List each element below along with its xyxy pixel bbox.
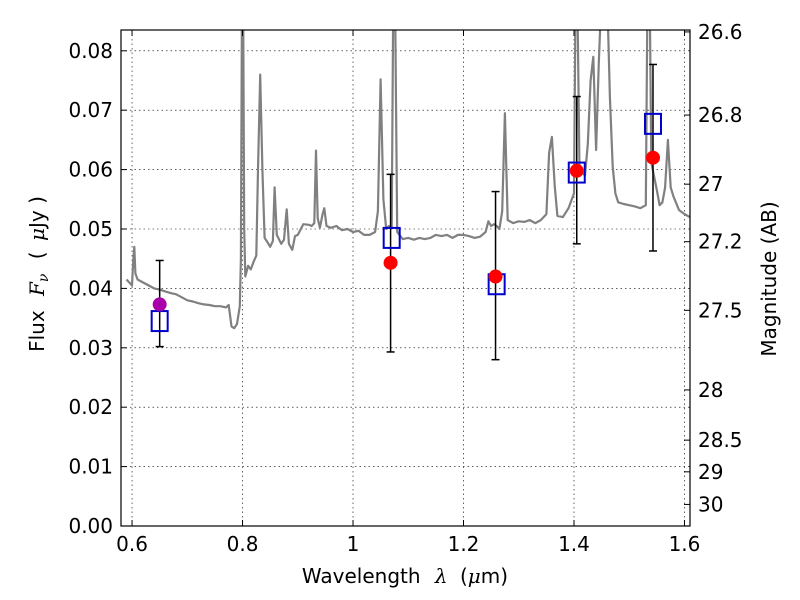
y-tick-label: 0.01 [68, 455, 113, 479]
x-tick-label: 1.4 [558, 532, 590, 556]
y2-axis-ticks: 26.6 26.8 27 27.2 27.5 28 28.5 29 30 [684, 20, 743, 516]
y-tick-label: 0.05 [68, 217, 113, 241]
observed-point [488, 269, 503, 284]
x-tick-label: 1.2 [448, 532, 480, 556]
x-axis-label-unit-open: ( [460, 564, 468, 588]
observed-series [152, 150, 660, 312]
y-axis-label-subscript: ν [36, 273, 52, 282]
model-series [150, 112, 662, 333]
spectrum-line [125, 30, 690, 330]
y-axis-label: Flux Fν ( μJy ) [25, 196, 53, 352]
y-axis-ticks: 0.00 0.01 0.02 0.03 0.04 0.05 0.06 0.07 0.08 [68, 39, 127, 538]
y-axis-label-unit-rest: Jy ) [25, 196, 49, 230]
model-point [567, 161, 586, 184]
y-tick-label: 0.04 [68, 276, 113, 300]
y-axis-label-unit-open: ( [25, 251, 49, 259]
y-axis-label-symbol: F [25, 281, 49, 297]
grid [121, 30, 690, 527]
x-axis-label: Wavelength λ (μm) [302, 564, 508, 588]
x-axis-label-symbol: λ [434, 564, 448, 588]
y2-tick-label: 27.2 [698, 230, 743, 254]
y-tick-label: 0.03 [68, 336, 113, 360]
y-axis-label-text: Flux [25, 310, 49, 352]
x-axis-label-text: Wavelength [302, 564, 421, 588]
model-point [382, 226, 401, 249]
x-tick-label: 0.6 [116, 532, 148, 556]
y-tick-label: 0.07 [68, 98, 113, 122]
y-tick-label: 0.02 [68, 395, 113, 419]
y2-tick-label: 28.5 [698, 428, 743, 452]
y2-tick-label: 30 [698, 492, 723, 516]
y2-tick-label: 26.6 [698, 20, 743, 44]
spectrum-series [125, 30, 690, 330]
x-axis-label-unit-rest: m) [481, 564, 508, 588]
x-tick-label: 0.8 [227, 532, 259, 556]
observed-point [569, 163, 584, 178]
y2-tick-label: 26.8 [698, 103, 743, 127]
y-tick-label: 0.06 [68, 158, 113, 182]
observed-point [383, 255, 398, 270]
plot-frame [120, 29, 691, 527]
x-tick-label: 1 [347, 532, 360, 556]
observed-point [152, 297, 167, 312]
observed-point [645, 150, 660, 165]
y2-tick-label: 28 [698, 378, 723, 402]
model-point [643, 112, 662, 135]
y2-tick-label: 27 [698, 172, 723, 196]
y-tick-label: 0.08 [68, 39, 113, 63]
y2-tick-label: 27.5 [698, 298, 743, 322]
y2-tick-label: 29 [698, 460, 723, 484]
x-axis-label-unit-mu: μ [468, 564, 481, 588]
x-axis-ticks: 0.6 0.8 1 1.2 1.4 1.6 [116, 30, 700, 556]
x-tick-label: 1.6 [669, 532, 701, 556]
y2-axis-label: Magnitude (AB) [757, 201, 781, 356]
y-tick-label: 0.00 [68, 514, 113, 538]
y-axis-label-unit-mu: μ [25, 228, 49, 241]
